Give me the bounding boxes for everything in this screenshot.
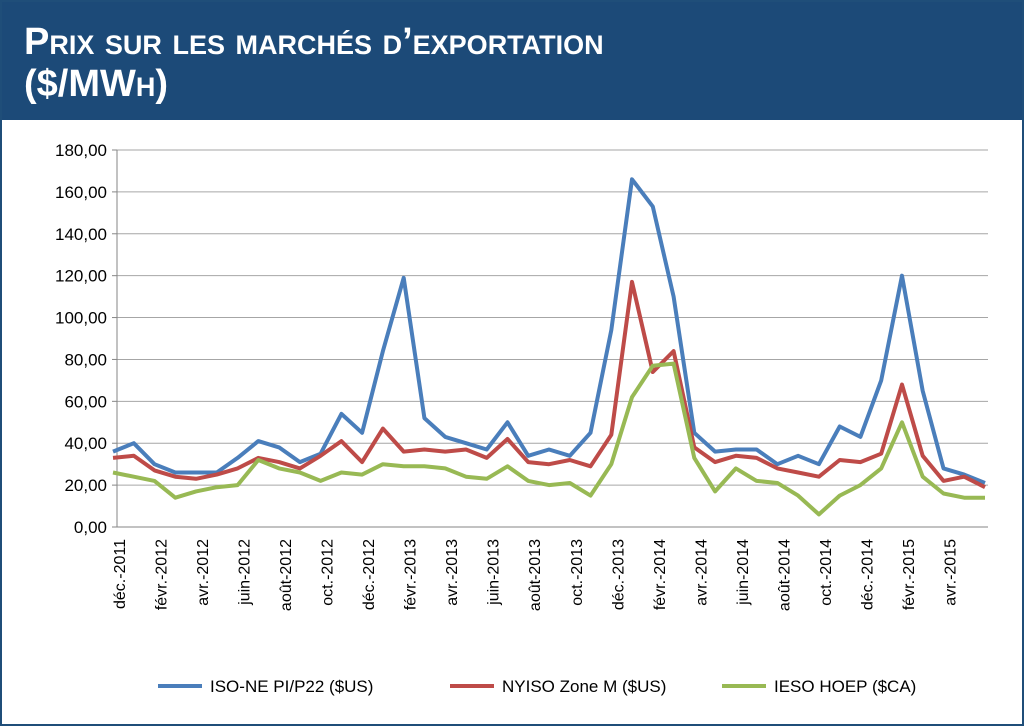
y-tick-label: 60,00 bbox=[64, 392, 107, 411]
y-tick-label: 180,00 bbox=[55, 141, 107, 160]
x-tick-label: déc.-2011 bbox=[112, 539, 129, 609]
x-tick-label: août-2014 bbox=[776, 539, 793, 611]
x-tick-label: déc.-2013 bbox=[610, 539, 627, 610]
chart-title: Prix sur les marchés d’exportation bbox=[24, 21, 604, 63]
x-tick-label: avr.-2015 bbox=[942, 539, 959, 606]
x-tick-label: févr.-2014 bbox=[652, 539, 669, 610]
x-tick-label: oct.-2013 bbox=[569, 539, 586, 606]
x-tick-label: févr.-2015 bbox=[901, 539, 918, 610]
header: Prix sur les marchés d’exportation ($/MW… bbox=[2, 2, 1022, 120]
x-tick-label: avr.-2013 bbox=[444, 539, 461, 606]
y-tick-label: 20,00 bbox=[64, 476, 107, 495]
x-tick-label: juin-2014 bbox=[735, 539, 752, 606]
x-tick-label: avr.-2012 bbox=[195, 539, 212, 606]
y-tick-label: 160,00 bbox=[55, 183, 107, 202]
x-tick-label: oct.-2012 bbox=[320, 539, 337, 606]
x-tick-label: févr.-2013 bbox=[403, 539, 420, 610]
y-tick-label: 40,00 bbox=[64, 434, 107, 453]
series-line bbox=[112, 177, 986, 485]
x-tick-label: oct.-2014 bbox=[818, 539, 835, 606]
y-tick-label: 80,00 bbox=[64, 350, 107, 369]
legend-label: ISO-NE PI/P22 ($US) bbox=[210, 677, 373, 696]
x-tick-label: déc.-2012 bbox=[361, 539, 378, 610]
x-tick-label: août-2013 bbox=[527, 539, 544, 611]
y-tick-label: 0,00 bbox=[74, 518, 107, 537]
legend-label: IESO HOEP ($CA) bbox=[774, 677, 916, 696]
y-tick-label: 140,00 bbox=[55, 225, 107, 244]
x-tick-label: juin-2013 bbox=[486, 539, 503, 606]
x-tick-label: févr.-2012 bbox=[154, 539, 171, 610]
series-line bbox=[112, 279, 986, 489]
x-tick-label: avr.-2014 bbox=[693, 539, 710, 606]
series-line bbox=[112, 361, 985, 517]
x-tick-label: août-2012 bbox=[278, 539, 295, 611]
y-tick-label: 120,00 bbox=[55, 267, 107, 286]
x-tick-label: déc.-2014 bbox=[859, 539, 876, 610]
legend-label: NYISO Zone M ($US) bbox=[502, 677, 666, 696]
y-tick-label: 100,00 bbox=[55, 309, 107, 328]
x-tick-label: juin-2012 bbox=[237, 539, 254, 606]
chart-subtitle: ($/MWh) bbox=[24, 63, 169, 105]
